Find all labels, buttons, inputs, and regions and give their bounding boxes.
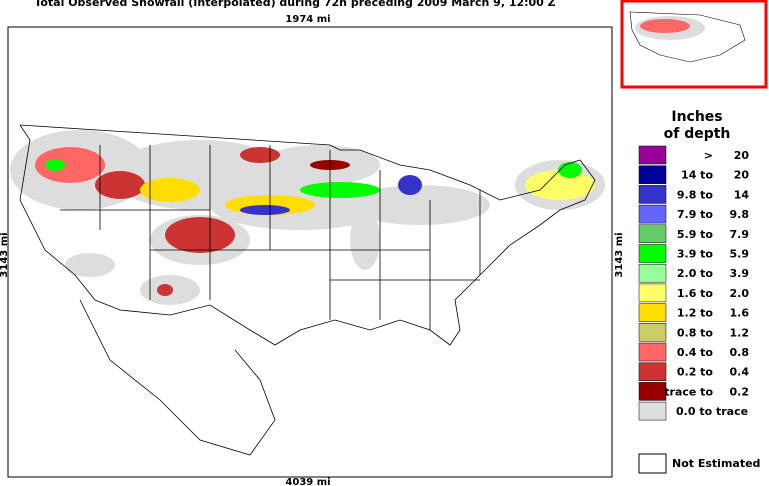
legend-label: trace to bbox=[664, 385, 713, 398]
legend-title: Inches bbox=[671, 109, 722, 125]
inset-snow bbox=[640, 19, 690, 33]
legend-label: 2.0 to bbox=[677, 267, 714, 280]
legend-swatch bbox=[638, 323, 667, 342]
legend-swatch bbox=[638, 165, 667, 184]
legend-label: 20 bbox=[734, 149, 750, 162]
snow-depth bbox=[35, 147, 595, 296]
map-frame bbox=[7, 26, 613, 478]
legend-label: 3.9 to bbox=[677, 248, 714, 261]
legend-swatch bbox=[638, 244, 667, 263]
legend-label: Not Estimated bbox=[672, 457, 760, 470]
boundaries bbox=[19, 124, 596, 456]
legend-label: 0.8 bbox=[730, 346, 750, 359]
legend-label: 5.9 to bbox=[677, 228, 714, 241]
snow-cover bbox=[10, 130, 605, 305]
legend-label: 9.8 to bbox=[677, 188, 714, 201]
legend-swatch bbox=[638, 362, 667, 381]
legend-swatch bbox=[638, 263, 667, 283]
legend-label: 14 to bbox=[681, 169, 713, 182]
legend-swatch bbox=[638, 204, 667, 224]
legend-swatch bbox=[638, 185, 667, 204]
legend-label: 20 bbox=[734, 169, 750, 182]
legend-swatch bbox=[638, 401, 667, 421]
inset-outline bbox=[629, 11, 746, 63]
legend-label: 0.4 bbox=[730, 366, 750, 379]
legend: >20 14 to 20 9.8 to 14 7.9 to 9.8 5.9 to 7.9 3.9 … bbox=[638, 145, 750, 421]
legend-swatch bbox=[638, 303, 667, 322]
legend-label: > bbox=[704, 149, 713, 162]
legend-label: 0.2 bbox=[730, 385, 750, 398]
legend-label: 14 bbox=[734, 188, 750, 201]
legend-label: 1.2 to bbox=[677, 307, 714, 320]
legend-label: 1.6 to bbox=[677, 287, 714, 300]
legend-label: 0.4 to bbox=[677, 346, 714, 359]
legend-label: 7.9 to bbox=[677, 208, 714, 221]
map bbox=[7, 26, 613, 478]
legend-label: 1.2 bbox=[730, 326, 750, 339]
left-scale: 3143 mi bbox=[0, 232, 10, 277]
legend-swatch bbox=[638, 382, 667, 401]
legend-label: 5.9 bbox=[730, 248, 750, 261]
legend-label: 9.8 bbox=[730, 208, 750, 221]
legend-label: 1.6 bbox=[730, 307, 750, 320]
legend-label: 3.9 bbox=[730, 267, 750, 280]
legend-swatch bbox=[638, 453, 667, 474]
legend-swatch bbox=[638, 283, 667, 303]
legend-label: 0.0 to trace bbox=[676, 405, 748, 418]
bottom-scale: 4039 mi bbox=[285, 477, 330, 486]
inset-frame bbox=[620, 0, 768, 89]
right-scale: 3143 mi bbox=[614, 232, 625, 277]
top-scale: 1974 mi bbox=[285, 14, 330, 25]
legend-title: of depth bbox=[664, 126, 731, 142]
legend-swatch bbox=[638, 224, 667, 244]
legend-label: 7.9 bbox=[730, 228, 750, 241]
title: Total Observed Snowfall (Interpolated) d… bbox=[34, 0, 555, 9]
legend-swatch bbox=[638, 342, 667, 362]
legend-label: 0.2 to bbox=[677, 366, 714, 379]
inset-map bbox=[620, 0, 768, 89]
legend-label: 2.0 bbox=[730, 287, 750, 300]
legend-label: 0.8 to bbox=[677, 326, 714, 339]
legend-swatch bbox=[638, 145, 667, 165]
